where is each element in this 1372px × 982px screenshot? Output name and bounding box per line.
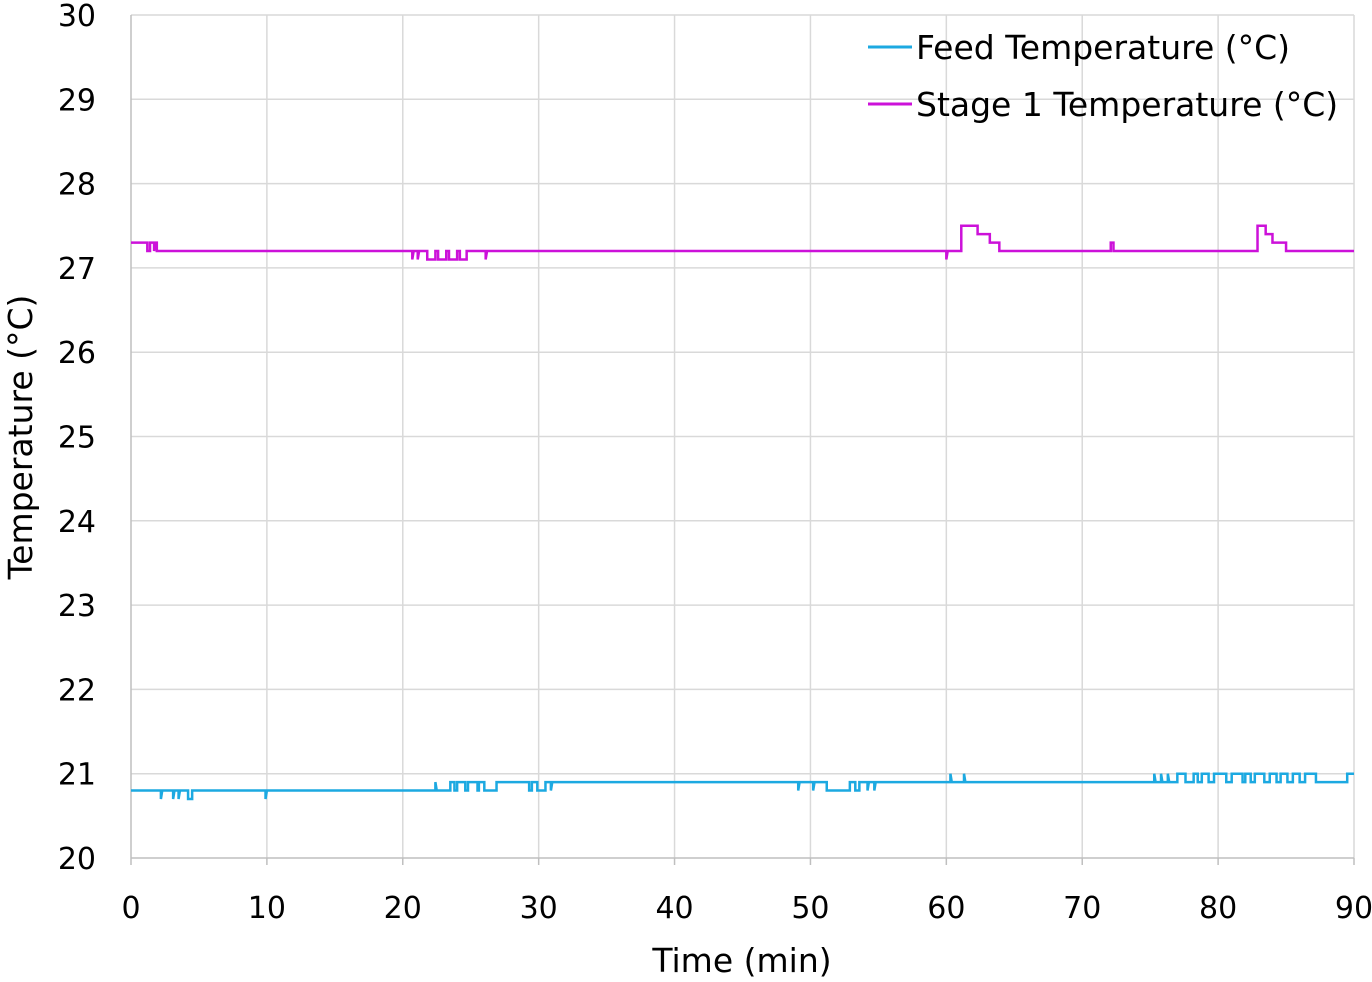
- grid: [131, 14, 1355, 858]
- series-line-feed: [131, 772, 1354, 801]
- y-tick-label: 22: [58, 673, 96, 708]
- x-tick-label: 80: [1199, 891, 1237, 926]
- y-tick-label: 30: [58, 0, 96, 34]
- series: [131, 224, 1354, 801]
- x-tick-label: 90: [1335, 891, 1372, 926]
- y-tick-label: 21: [58, 758, 96, 793]
- y-tick-label: 26: [58, 336, 96, 371]
- y-tick-label: 25: [58, 421, 96, 456]
- x-tick-label: 30: [520, 891, 558, 926]
- y-tick-label: 28: [58, 168, 96, 203]
- tick-labels: 20 21 22 23 24 25 26 27 28 29 30 0 10 20 30 40 50 60 70 80 9…: [58, 0, 1372, 926]
- y-tick-label: 27: [58, 252, 96, 287]
- x-axis-title: Time (min): [651, 941, 831, 980]
- x-tick-label: 40: [655, 891, 693, 926]
- x-tick-label: 20: [384, 891, 422, 926]
- y-tick-label: 24: [58, 505, 96, 540]
- x-tick-label: 50: [791, 891, 829, 926]
- y-tick-label: 23: [58, 589, 96, 624]
- x-tick-label: 60: [927, 891, 965, 926]
- legend-label-stage1: Stage 1 Temperature (°C): [916, 85, 1338, 124]
- legend-label-feed: Feed Temperature (°C): [916, 28, 1290, 67]
- y-tick-label: 20: [58, 842, 96, 877]
- series-line-stage1: [131, 224, 1354, 261]
- x-tick-label: 0: [121, 891, 140, 926]
- x-tick-label: 70: [1063, 891, 1101, 926]
- legend: Feed Temperature (°C) Stage 1 Temperatur…: [868, 28, 1338, 124]
- y-axis-title: Temperature (°C): [1, 295, 40, 581]
- y-tick-label: 29: [58, 83, 96, 118]
- axes: [130, 15, 1355, 865]
- x-tick-label: 10: [248, 891, 286, 926]
